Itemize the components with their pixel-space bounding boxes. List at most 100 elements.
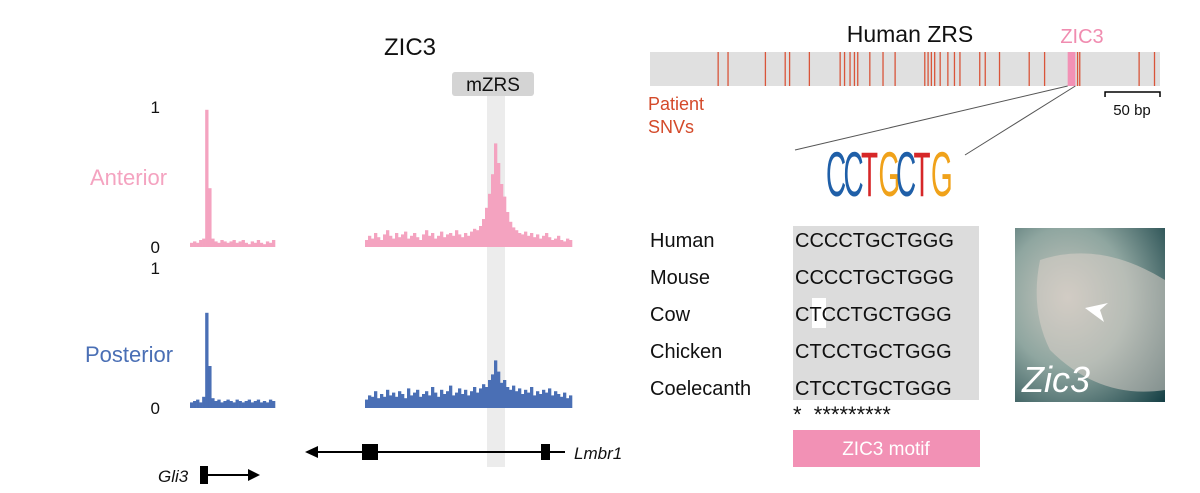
signal-bar (374, 233, 378, 247)
signal-bar (524, 231, 528, 247)
signal-bar (380, 240, 384, 247)
signal-bar (374, 391, 378, 408)
signal-bar (196, 399, 200, 408)
signal-bar (223, 401, 227, 408)
signal-bar (380, 394, 384, 408)
signal-bar (389, 395, 393, 408)
track-label: Anterior (90, 165, 167, 190)
signal-bar (494, 143, 498, 247)
signal-bar (506, 212, 510, 247)
signal-bar (383, 396, 387, 408)
signal-bar (536, 234, 540, 247)
signal-bar (398, 391, 402, 408)
signal-bar (431, 387, 435, 408)
signal-bar (422, 394, 426, 408)
signal-bar (211, 238, 215, 247)
signal-bar (476, 392, 480, 408)
signal-bar (365, 399, 369, 408)
signal-bar (368, 235, 372, 247)
signal-bar (199, 402, 203, 408)
signal-bar (262, 244, 267, 247)
signal-bar (443, 237, 447, 247)
logo-letter: C (826, 140, 846, 210)
signal-bar (377, 398, 381, 408)
signal-bar (238, 401, 242, 408)
signal-bar (428, 395, 432, 408)
signal-bar (244, 242, 248, 247)
zic3-site (1067, 52, 1076, 86)
logo-letter: C (896, 140, 916, 210)
sequence: CTCCTGCTGGG (795, 378, 952, 400)
signal-bar (241, 402, 245, 408)
signal-bar (214, 241, 218, 247)
signal-bar (521, 394, 525, 408)
logo-letter: G (931, 140, 953, 210)
signal-bar (530, 233, 534, 247)
signal-bar (268, 242, 273, 247)
signal-bar (554, 238, 558, 247)
signal-bar (548, 237, 552, 247)
sequence: CTCCTGCTGGG (795, 341, 952, 363)
motif-box (793, 430, 980, 467)
signal-bar (434, 238, 438, 247)
signal-bar (223, 241, 227, 247)
scale-bar (1104, 91, 1161, 97)
signal-bar (404, 398, 408, 408)
exon (541, 444, 550, 460)
snv-label: SNVs (648, 117, 694, 137)
signal-bar (464, 233, 468, 247)
signal-bar (371, 396, 375, 408)
signal-bar (211, 398, 215, 408)
signal-bar (220, 402, 224, 408)
signal-bar (395, 233, 399, 247)
signal-bar (416, 237, 420, 247)
signal-bar (190, 402, 194, 408)
signal-bar (470, 391, 474, 408)
signal-bar (410, 235, 414, 247)
signal-bar (455, 230, 459, 247)
signal-bar (226, 399, 230, 408)
signal-bar (497, 371, 501, 408)
signal-bar (569, 240, 573, 247)
scale-label: 50 bp (1113, 102, 1151, 119)
signal-bar (202, 238, 206, 247)
conservation: * ********* (793, 402, 891, 427)
signal-bar (416, 389, 420, 408)
signal-bar (461, 394, 465, 408)
signal-bar (217, 242, 221, 247)
signal-bar (563, 241, 567, 247)
signal-bar (208, 188, 212, 247)
signal-bar (389, 235, 393, 247)
track-label: Posterior (85, 342, 173, 367)
signal-bar (440, 389, 444, 408)
signal-bar (413, 392, 417, 408)
image-label: Zic3 (1021, 359, 1090, 400)
signal-bar (368, 395, 372, 408)
signal-bar (193, 241, 197, 247)
species: Chicken (650, 341, 722, 363)
signal-bar (473, 228, 477, 247)
signal-bar (554, 391, 558, 408)
signal-bar (377, 237, 381, 247)
signal-bar (527, 392, 531, 408)
signal-bar (536, 391, 540, 408)
signal-bar (494, 360, 498, 408)
signal-bar (473, 387, 477, 408)
signal-bar (235, 242, 239, 247)
signal-bar (241, 240, 245, 247)
signal-bar (467, 395, 471, 408)
species: Human (650, 230, 714, 252)
y-tick-label: 1 (151, 259, 160, 278)
signal-bar (425, 391, 429, 408)
signal-bar (515, 391, 519, 408)
signal-bar (539, 394, 543, 408)
signal-bar (217, 399, 221, 408)
signal-bar (419, 240, 423, 247)
signal-bar (271, 240, 276, 247)
signal-bar (560, 396, 564, 408)
signal-bar (542, 389, 546, 408)
signal-bar (434, 392, 438, 408)
signal-bar (509, 221, 513, 247)
zoom-line (794, 85, 1068, 151)
